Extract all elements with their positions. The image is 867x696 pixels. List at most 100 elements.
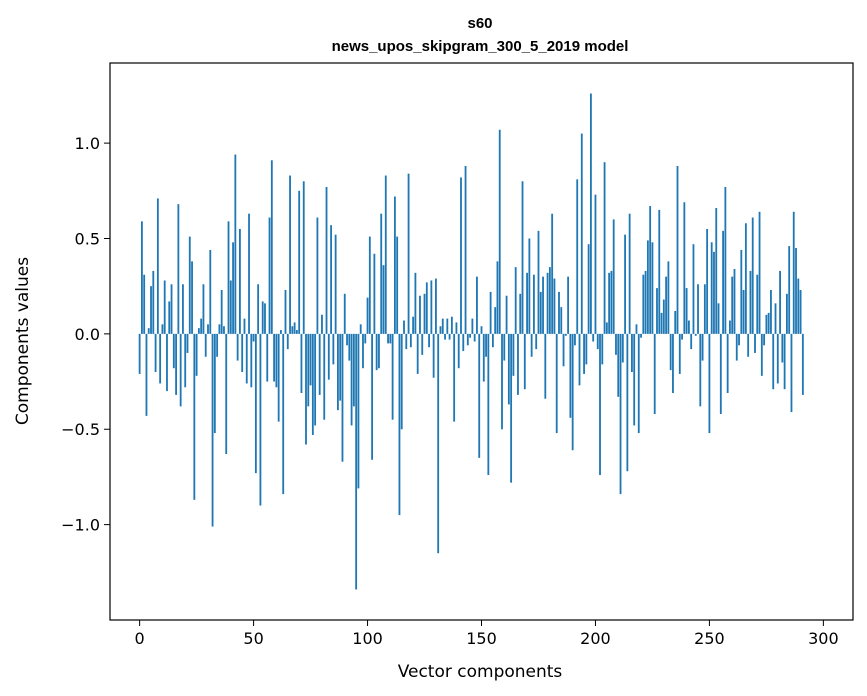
bar [626,333,629,472]
bar [528,238,531,334]
bar [724,186,727,334]
bar [535,333,538,350]
bar [754,333,756,353]
bar [380,213,383,334]
bar [409,333,412,348]
bar [236,333,239,361]
bar [421,333,424,355]
bar [455,322,458,334]
bar [264,303,266,334]
bar [505,295,508,334]
bar [637,333,640,434]
bar [596,333,599,350]
bar [722,230,724,334]
bar [713,251,715,334]
bar [387,333,389,344]
bar [275,333,278,388]
bar [168,301,171,334]
bar [302,181,305,334]
bar [491,333,494,348]
bar [371,333,374,460]
bar [710,242,713,334]
bar [537,230,540,334]
bar [211,333,214,527]
bar [270,160,273,334]
bar [398,333,401,516]
bar [692,244,695,334]
bar [799,290,802,334]
bar [172,333,175,369]
y-axis-label: Components values [13,257,33,425]
bar [432,333,435,378]
x-axis-label: Vector components [398,662,563,682]
bar [797,278,800,334]
bar [257,284,260,334]
bar [261,301,264,334]
bar [519,293,522,334]
bar-series [138,93,804,590]
bar [562,333,565,367]
bar [145,333,148,416]
bar [760,333,763,376]
bar [608,272,611,334]
bar [592,333,595,342]
bar [457,333,460,369]
bar [334,234,337,334]
bar [628,213,631,334]
bar [635,324,638,334]
bar [314,333,317,426]
bar [229,280,232,334]
bar [209,249,212,334]
bar [551,213,554,334]
bar [223,326,225,334]
bar [494,307,497,334]
bar [405,333,408,350]
bar [779,270,781,334]
bar [337,333,339,411]
bar [393,196,396,334]
x-tick-label: 150 [466,629,497,648]
chart-subtitle: news_upos_skipgram_300_5_2019 model [332,38,629,55]
bar [202,284,205,334]
y-tick-label: −1.0 [61,516,100,535]
bar [245,333,248,384]
bar [305,333,307,445]
bar [788,246,791,334]
bar [343,293,346,334]
bar [396,236,399,334]
bar [330,225,332,334]
bar [373,253,376,334]
bar [621,333,624,363]
bar [378,333,380,369]
bar [460,177,462,334]
bar [660,312,663,334]
bar [141,221,143,334]
bar [200,318,203,334]
bar [640,333,642,338]
bar [412,316,415,334]
bar [542,276,544,334]
bar [355,333,358,590]
bar [770,290,772,334]
bar [188,236,191,334]
bar [318,333,321,395]
bar [521,181,524,334]
bar [204,333,207,357]
bar [589,93,592,334]
bar [674,310,677,334]
bar [751,217,754,334]
bar [419,295,421,334]
bar [416,333,419,374]
bar [307,333,310,407]
bar [790,333,793,413]
bar [414,272,417,334]
bar [289,175,291,334]
bar [781,333,784,363]
bar [733,269,736,334]
bar [441,318,444,334]
bar [615,333,617,355]
bar [291,326,294,334]
bar [225,333,228,455]
bar [213,333,216,434]
bar [273,333,276,382]
